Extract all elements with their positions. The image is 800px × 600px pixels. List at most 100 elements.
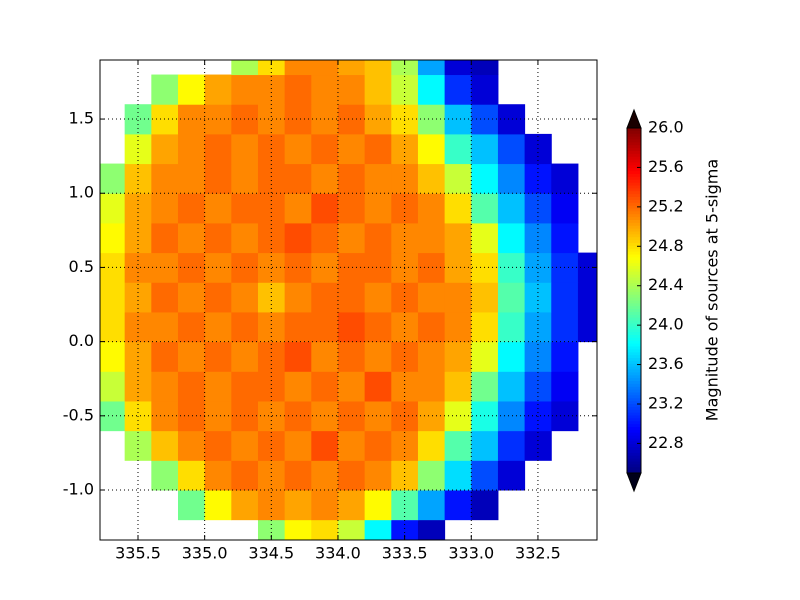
heatmap-cell <box>444 311 472 343</box>
heatmap-cell <box>231 74 259 105</box>
colorbar-segment <box>627 427 641 431</box>
colorbar-segment <box>627 383 641 388</box>
x-tick-label: 334.0 <box>315 544 361 563</box>
heatmap-cell <box>177 371 206 402</box>
colorbar-tick-label: 24.8 <box>648 236 684 255</box>
heatmap-cell <box>444 74 472 105</box>
heatmap-cell <box>337 163 366 194</box>
heatmap-cell <box>444 133 472 165</box>
colorbar-segment <box>627 458 641 462</box>
colorbar-segment <box>627 168 641 172</box>
heatmap-cell <box>151 371 179 402</box>
heatmap-cell <box>231 341 259 372</box>
colorbar-segment <box>627 179 641 184</box>
colorbar-segment <box>627 228 641 232</box>
heatmap-cell <box>257 74 286 105</box>
colorbar-segment <box>627 444 641 448</box>
heatmap-cell <box>231 282 259 313</box>
heatmap-cell <box>177 311 206 343</box>
heatmap-cell <box>577 252 597 283</box>
colorbar-segment <box>627 197 641 201</box>
heatmap-cell <box>497 104 526 135</box>
heatmap-cell <box>284 252 312 283</box>
heatmap-cell <box>524 430 552 461</box>
colorbar-segment <box>627 392 641 396</box>
heatmap-cell <box>337 519 366 540</box>
colorbar-segment <box>627 360 641 365</box>
x-tick-label: 334.5 <box>248 544 294 563</box>
heatmap-cell <box>284 371 312 402</box>
colorbar-segment <box>627 395 641 399</box>
heatmap-cell <box>257 60 286 76</box>
heatmap-cell <box>364 60 392 76</box>
heatmap-cell <box>311 133 339 165</box>
heatmap-cell <box>471 282 499 313</box>
colorbar-tick-label: 22.8 <box>648 433 684 452</box>
x-tick-label: 335.0 <box>182 544 228 563</box>
heatmap-cell <box>444 460 472 491</box>
colorbar-segment <box>627 182 641 186</box>
heatmap-cell <box>204 163 232 194</box>
colorbar-segment <box>627 349 641 353</box>
colorbar-segment <box>627 280 641 284</box>
colorbar-segment <box>627 429 641 434</box>
heatmap-cell <box>444 341 472 372</box>
heatmap-cell <box>204 311 232 343</box>
heatmap-cell <box>391 60 419 76</box>
heatmap-cell <box>177 460 206 491</box>
heatmap-cell <box>337 282 366 313</box>
colorbar-segment <box>627 323 641 327</box>
y-tick-label: -1.0 <box>63 479 94 498</box>
heatmap-cell <box>471 133 499 165</box>
heatmap-cell <box>151 222 179 254</box>
heatmap-cell <box>471 193 499 224</box>
colorbar-segment <box>627 248 641 253</box>
heatmap-cell <box>257 460 286 491</box>
heatmap-cell <box>497 252 526 283</box>
heatmap-cell <box>551 282 579 313</box>
heatmap-cell <box>284 74 312 105</box>
heatmap-cell <box>364 489 392 521</box>
heatmap-cell <box>311 430 339 461</box>
colorbar-segment <box>627 312 641 316</box>
heatmap-cell <box>524 282 552 313</box>
colorbar-segment <box>627 202 641 207</box>
colorbar-segment <box>627 139 641 143</box>
heatmap-cell <box>497 430 526 461</box>
colorbar-segment <box>627 283 641 287</box>
heatmap-cell <box>337 193 366 224</box>
colorbar-segment <box>627 326 641 330</box>
plot-frame <box>99 59 598 541</box>
heatmap-cell <box>391 460 419 491</box>
heatmap-cell <box>497 282 526 313</box>
heatmap-cell <box>284 460 312 491</box>
colorbar-segment <box>627 447 641 451</box>
heatmap-cell <box>444 60 472 76</box>
heatmap-cell <box>231 430 259 461</box>
colorbar-segment <box>627 455 641 460</box>
colorbar-segment <box>627 240 641 244</box>
heatmap-cell <box>444 489 472 521</box>
colorbar-segment <box>627 156 641 161</box>
heatmap-cell <box>151 282 179 313</box>
colorbar-segment <box>627 222 641 227</box>
heatmap-cell <box>151 74 179 105</box>
heatmap-cell <box>284 341 312 372</box>
heatmap-cell <box>204 460 232 491</box>
heatmap-cell <box>337 460 366 491</box>
colorbar-segment <box>627 188 641 192</box>
heatmap-cell <box>151 341 179 372</box>
colorbar-segment <box>627 363 641 368</box>
heatmap-cell <box>311 489 339 521</box>
x-tick-label: 333.0 <box>448 544 494 563</box>
heatmap-cell <box>284 193 312 224</box>
y-tick-label: 0.5 <box>69 257 94 276</box>
heatmap-cell <box>257 252 286 283</box>
heatmap-cell <box>257 519 286 540</box>
y-tick-label: 1.0 <box>69 183 94 202</box>
heatmap-cell <box>391 430 419 461</box>
heatmap-cell <box>417 74 446 105</box>
heatmap-cell <box>364 104 392 135</box>
heatmap-cell <box>204 341 232 372</box>
heatmap-cell <box>524 252 552 283</box>
